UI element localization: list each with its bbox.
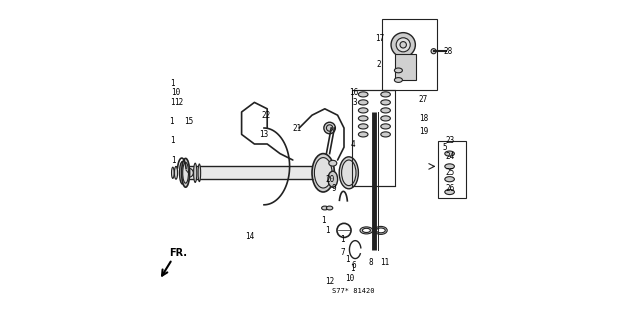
Text: 1: 1 (170, 117, 174, 126)
Ellipse shape (445, 151, 454, 156)
Text: 21: 21 (292, 124, 301, 132)
Ellipse shape (339, 157, 358, 189)
Ellipse shape (326, 206, 333, 210)
Text: 28: 28 (443, 47, 452, 56)
Text: 3: 3 (353, 98, 358, 107)
Text: 10: 10 (172, 88, 180, 97)
Text: 20: 20 (326, 175, 335, 184)
Circle shape (324, 122, 335, 134)
Text: 18: 18 (419, 114, 428, 123)
Circle shape (326, 125, 333, 131)
Ellipse shape (381, 100, 391, 105)
Text: 8: 8 (369, 258, 374, 267)
Ellipse shape (358, 100, 368, 105)
Ellipse shape (381, 116, 391, 121)
Text: 27: 27 (419, 95, 428, 104)
Ellipse shape (328, 171, 338, 187)
Ellipse shape (376, 228, 385, 233)
Ellipse shape (358, 124, 368, 129)
Ellipse shape (358, 132, 368, 137)
Bar (395, 54, 416, 80)
Bar (184, 166, 325, 179)
Ellipse shape (381, 124, 391, 129)
Text: 23: 23 (445, 136, 454, 145)
Bar (439, 141, 466, 198)
Text: 1: 1 (170, 136, 175, 145)
Ellipse shape (363, 228, 371, 232)
Text: 24: 24 (445, 152, 454, 161)
Text: 19: 19 (419, 127, 428, 136)
Ellipse shape (341, 160, 356, 186)
Text: 9: 9 (331, 184, 336, 193)
Ellipse shape (312, 154, 334, 192)
Text: 6: 6 (351, 261, 356, 270)
Ellipse shape (193, 163, 197, 182)
Ellipse shape (314, 158, 332, 188)
Ellipse shape (381, 132, 391, 137)
Text: S77* 81420: S77* 81420 (333, 288, 375, 294)
Ellipse shape (358, 92, 368, 97)
Ellipse shape (172, 167, 174, 179)
Ellipse shape (180, 162, 185, 184)
Ellipse shape (321, 206, 328, 210)
Text: 1: 1 (170, 98, 175, 107)
Text: 15: 15 (184, 117, 193, 126)
Circle shape (400, 42, 406, 48)
Ellipse shape (394, 78, 402, 83)
Text: 1: 1 (325, 226, 329, 235)
Circle shape (431, 49, 436, 54)
Text: 1: 1 (340, 236, 344, 244)
Ellipse shape (358, 108, 368, 113)
Ellipse shape (360, 227, 373, 234)
Text: 26: 26 (445, 184, 454, 193)
Text: FR.: FR. (170, 248, 188, 258)
Ellipse shape (381, 92, 391, 97)
Ellipse shape (198, 164, 201, 182)
Ellipse shape (358, 116, 368, 121)
Text: 25: 25 (445, 168, 454, 177)
Ellipse shape (381, 108, 391, 113)
Bar (383, 19, 437, 90)
Text: 12: 12 (325, 277, 334, 286)
Text: 7: 7 (340, 248, 344, 257)
Text: 2: 2 (377, 60, 381, 68)
Text: 4: 4 (351, 140, 355, 148)
Text: 14: 14 (245, 232, 254, 241)
Text: 17: 17 (376, 34, 385, 43)
Text: 10: 10 (345, 274, 354, 283)
Ellipse shape (329, 160, 337, 166)
Ellipse shape (174, 166, 178, 179)
Ellipse shape (183, 163, 188, 183)
Text: 5: 5 (442, 143, 447, 152)
Ellipse shape (182, 158, 190, 187)
Text: 1: 1 (349, 264, 354, 273)
Text: 16: 16 (349, 88, 358, 97)
Text: 1: 1 (345, 255, 349, 264)
Circle shape (396, 38, 410, 52)
Ellipse shape (445, 177, 454, 182)
Circle shape (391, 33, 416, 57)
Text: 1: 1 (172, 156, 176, 164)
Text: 22: 22 (262, 111, 271, 120)
Text: 11: 11 (381, 258, 389, 267)
Text: 1: 1 (170, 79, 175, 88)
Text: 12: 12 (175, 98, 184, 107)
Ellipse shape (394, 68, 402, 73)
Text: 13: 13 (259, 130, 268, 139)
Circle shape (184, 168, 193, 177)
Ellipse shape (374, 227, 388, 234)
Text: 1: 1 (321, 216, 326, 225)
Ellipse shape (445, 189, 454, 195)
Ellipse shape (445, 164, 454, 169)
